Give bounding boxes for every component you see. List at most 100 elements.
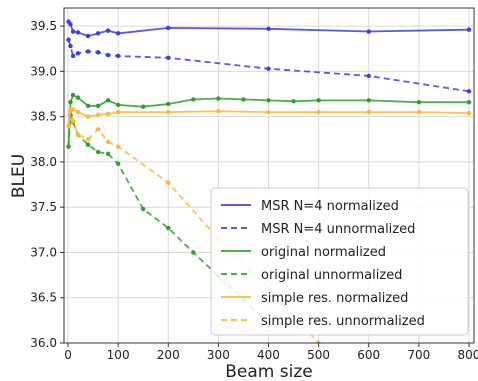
legend-label: simple res. unnormalized (261, 314, 425, 329)
data-point (70, 53, 76, 59)
y-tick-label: 38.5 (30, 110, 57, 124)
series-group (66, 92, 472, 149)
data-point (85, 114, 91, 119)
data-point (140, 206, 146, 212)
legend-label: MSR N=4 normalized (261, 199, 399, 214)
data-point (95, 31, 101, 36)
data-point (85, 142, 91, 147)
data-point (366, 98, 371, 103)
data-point (466, 89, 472, 94)
data-point (95, 112, 101, 118)
x-tick-label: 600 (357, 348, 380, 362)
data-point (70, 118, 76, 124)
data-point (266, 26, 271, 32)
data-point (95, 149, 101, 155)
data-point (85, 49, 91, 54)
x-tick-label: 100 (107, 348, 130, 362)
data-point (366, 29, 371, 34)
data-point (416, 99, 422, 105)
series-group (66, 19, 472, 39)
data-point (140, 104, 146, 109)
data-point (95, 103, 101, 108)
data-point (85, 103, 91, 108)
x-tick-label: 800 (458, 348, 478, 362)
y-axis-title: BLEU (9, 154, 29, 198)
legend-label: simple res. normalized (261, 291, 408, 306)
y-tick-label: 37.0 (30, 245, 57, 259)
data-point (66, 123, 71, 128)
x-tick-label: 700 (407, 348, 430, 362)
y-tick-label: 38.0 (30, 155, 57, 169)
data-point (95, 50, 101, 55)
data-point (115, 144, 121, 149)
data-point (68, 43, 73, 49)
data-point (316, 98, 321, 103)
plot-frame (63, 7, 475, 344)
data-point (105, 98, 111, 103)
legend-box (210, 187, 469, 336)
x-tick-label: 200 (157, 348, 180, 362)
data-point (115, 161, 121, 166)
data-point (191, 97, 196, 102)
data-point (105, 139, 111, 145)
data-point (316, 109, 321, 115)
data-point (166, 109, 171, 115)
data-point (266, 109, 271, 115)
x-tick-label: 300 (207, 348, 230, 362)
data-point (166, 101, 171, 107)
data-point (68, 109, 73, 114)
axis-ticks: 0 100 200 300 400 500 600 700 800 36.0 36.5 37.0 37.… (30, 19, 478, 362)
data-point (366, 73, 371, 79)
data-point (466, 99, 472, 105)
y-tick-label: 36.0 (30, 336, 57, 350)
data-point (105, 28, 111, 33)
data-point (115, 53, 121, 59)
legend-label: original unnormalized (261, 268, 402, 283)
y-tick-label: 39.0 (30, 64, 57, 78)
legend-label: MSR N=4 unnormalized (261, 222, 415, 237)
data-point (105, 151, 111, 156)
x-axis-title: Beam size (225, 362, 312, 381)
data-point (291, 99, 296, 104)
y-tick-label: 39.5 (30, 19, 57, 33)
data-point (241, 97, 246, 102)
data-point (416, 109, 422, 115)
data-point (75, 109, 81, 115)
data-point (95, 127, 101, 132)
data-point (266, 66, 271, 71)
x-tick-label: 400 (257, 348, 280, 362)
data-point (105, 52, 111, 58)
data-point (115, 31, 121, 36)
data-point (105, 111, 111, 117)
y-tick-label: 37.5 (30, 200, 57, 214)
data-point (366, 109, 371, 115)
legend: MSR N=4 normalized MSR N=4 unnormalized or… (210, 187, 469, 336)
series-group (66, 37, 472, 94)
data-point (66, 144, 71, 149)
data-point (166, 55, 171, 60)
data-point (466, 110, 472, 116)
legend-label: original normalized (261, 245, 386, 260)
data-point (75, 95, 81, 100)
data-point (191, 250, 196, 255)
data-point (75, 51, 81, 56)
data-point (216, 109, 221, 114)
data-point (66, 37, 71, 42)
data-point (70, 92, 76, 98)
data-point (68, 99, 73, 105)
data-point (75, 132, 81, 137)
data-point (266, 98, 271, 103)
data-point (166, 225, 171, 231)
x-tick-label: 0 (64, 348, 72, 362)
data-point (216, 96, 221, 101)
data-point (70, 29, 76, 34)
data-point (75, 30, 81, 35)
y-tick-label: 36.5 (30, 291, 57, 305)
data-point (115, 102, 121, 108)
data-point (166, 25, 171, 31)
data-point (466, 27, 472, 32)
data-point (166, 180, 171, 185)
data-point (115, 109, 121, 115)
data-point (316, 340, 321, 343)
